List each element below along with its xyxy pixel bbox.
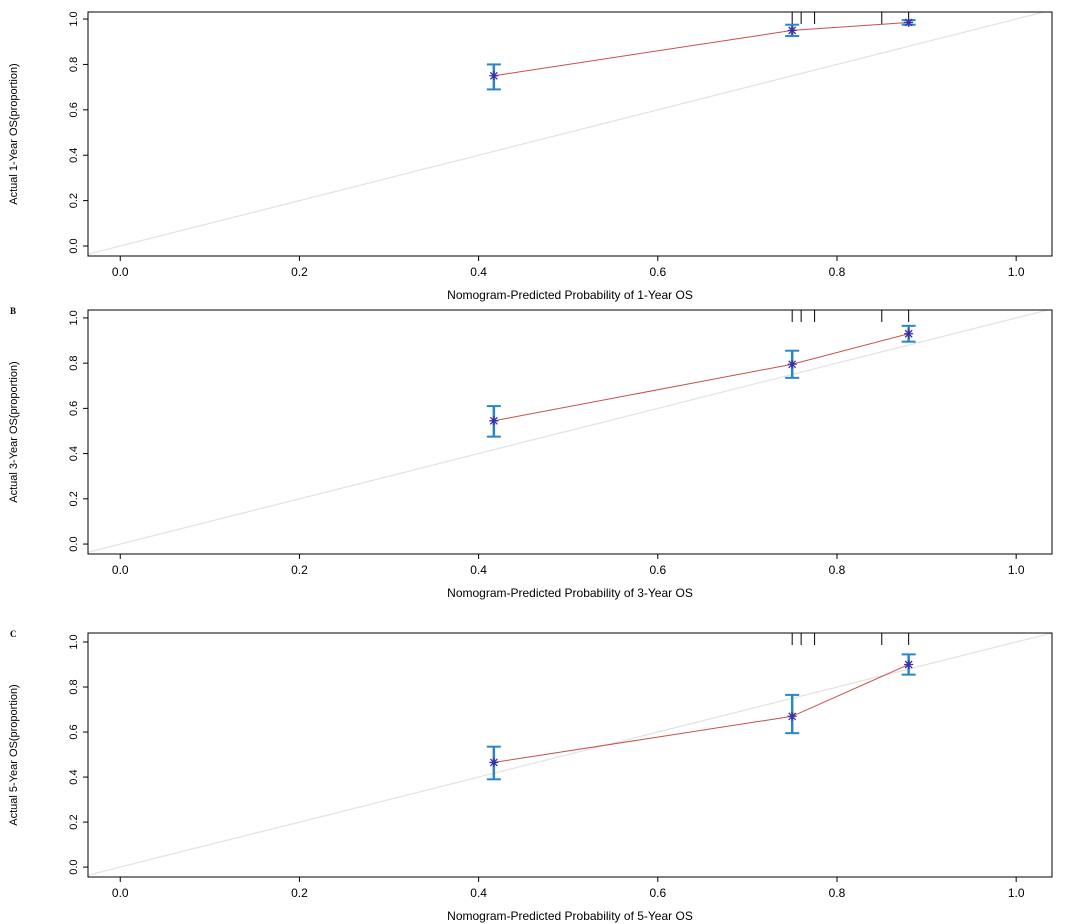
y-axis-label: Actual 3-Year OS(proportion) (8, 361, 20, 502)
x-tick-label: 1.0 (1008, 886, 1025, 900)
panel-label: C (10, 629, 17, 639)
x-tick-label: 0.2 (291, 563, 308, 577)
plot-frame (87, 632, 1053, 878)
panel-label: B (10, 306, 16, 316)
x-tick-label: 0.2 (291, 886, 308, 900)
reference-line (87, 632, 1053, 876)
calibration-plot: 0.0 0.2 0.4 0.6 0.8 1.0 0.0 0.2 0.4 0.6 0.8 1.0 Nomo… (8, 11, 1053, 302)
plot-frame (87, 11, 1053, 257)
y-tick-label: 0.6 (68, 401, 80, 416)
y-tick-label: 0.4 (68, 446, 80, 461)
y-tick-label: 0.8 (68, 355, 80, 370)
x-tick-label: 1.0 (1008, 563, 1025, 577)
calibration-line (493, 333, 909, 422)
point-marker (904, 660, 914, 670)
point-marker (787, 359, 797, 369)
x-tick-label: 0.8 (829, 265, 846, 279)
y-tick-label: 0.2 (68, 814, 80, 829)
y-tick-label: 0.0 (68, 859, 80, 874)
plot-frame (87, 309, 1053, 555)
x-tick-label: 0.4 (470, 563, 487, 577)
x-tick-label: 0.6 (649, 563, 666, 577)
y-axis-label: Actual 5-Year OS(proportion) (8, 684, 20, 825)
calibration-line (493, 21, 909, 77)
y-tick-label: 0.0 (68, 536, 80, 551)
x-tick-label: 0.4 (470, 265, 487, 279)
x-axis-label: Nomogram-Predicted Probability of 5-Year… (447, 909, 693, 923)
y-tick-label: 0.4 (68, 769, 80, 784)
x-tick-label: 0.8 (829, 563, 846, 577)
x-tick-label: 1.0 (1008, 265, 1025, 279)
x-tick-label: 0.6 (649, 265, 666, 279)
x-tick-label: 0.4 (470, 886, 487, 900)
y-tick-label: 1.0 (68, 634, 80, 649)
reference-line (87, 11, 1045, 255)
calibration-line (493, 664, 909, 763)
y-tick-label: 1.0 (68, 11, 80, 26)
point-marker (489, 416, 499, 426)
x-axis-label: Nomogram-Predicted Probability of 3-Year… (447, 586, 693, 600)
x-tick-label: 0.0 (112, 265, 129, 279)
y-tick-label: 0.0 (68, 238, 80, 253)
y-tick-label: 0.4 (68, 148, 80, 163)
point-marker (489, 71, 499, 81)
x-tick-label: 0.0 (112, 886, 129, 900)
y-tick-label: 0.6 (68, 724, 80, 739)
point-marker (904, 17, 914, 27)
x-tick-label: 0.2 (291, 265, 308, 279)
y-axis-label: Actual 1-Year OS(proportion) (8, 63, 20, 204)
calibration-plot: C 0.0 0.2 0.4 0.6 0.8 1.0 0.0 0.2 0.4 0.6 0.8 1.0 Nom… (8, 629, 1053, 923)
y-tick-label: 1.0 (68, 310, 80, 325)
point-marker (787, 25, 797, 35)
point-marker (489, 757, 499, 767)
y-tick-label: 0.2 (68, 491, 80, 506)
y-tick-label: 0.8 (68, 679, 80, 694)
calibration-plot: B 0.0 0.2 0.4 0.6 0.8 1.0 0.0 0.2 0.4 0.6 0.8 1.0 Nom… (8, 306, 1053, 600)
y-tick-label: 0.2 (68, 193, 80, 208)
point-marker (787, 711, 797, 721)
point-marker (904, 329, 914, 339)
x-tick-label: 0.8 (829, 886, 846, 900)
x-tick-label: 0.6 (649, 886, 666, 900)
x-axis-label: Nomogram-Predicted Probability of 1-Year… (447, 288, 693, 302)
y-tick-label: 0.8 (68, 57, 80, 72)
reference-line (87, 309, 1048, 553)
x-tick-label: 0.0 (112, 563, 129, 577)
y-tick-label: 0.6 (68, 102, 80, 117)
